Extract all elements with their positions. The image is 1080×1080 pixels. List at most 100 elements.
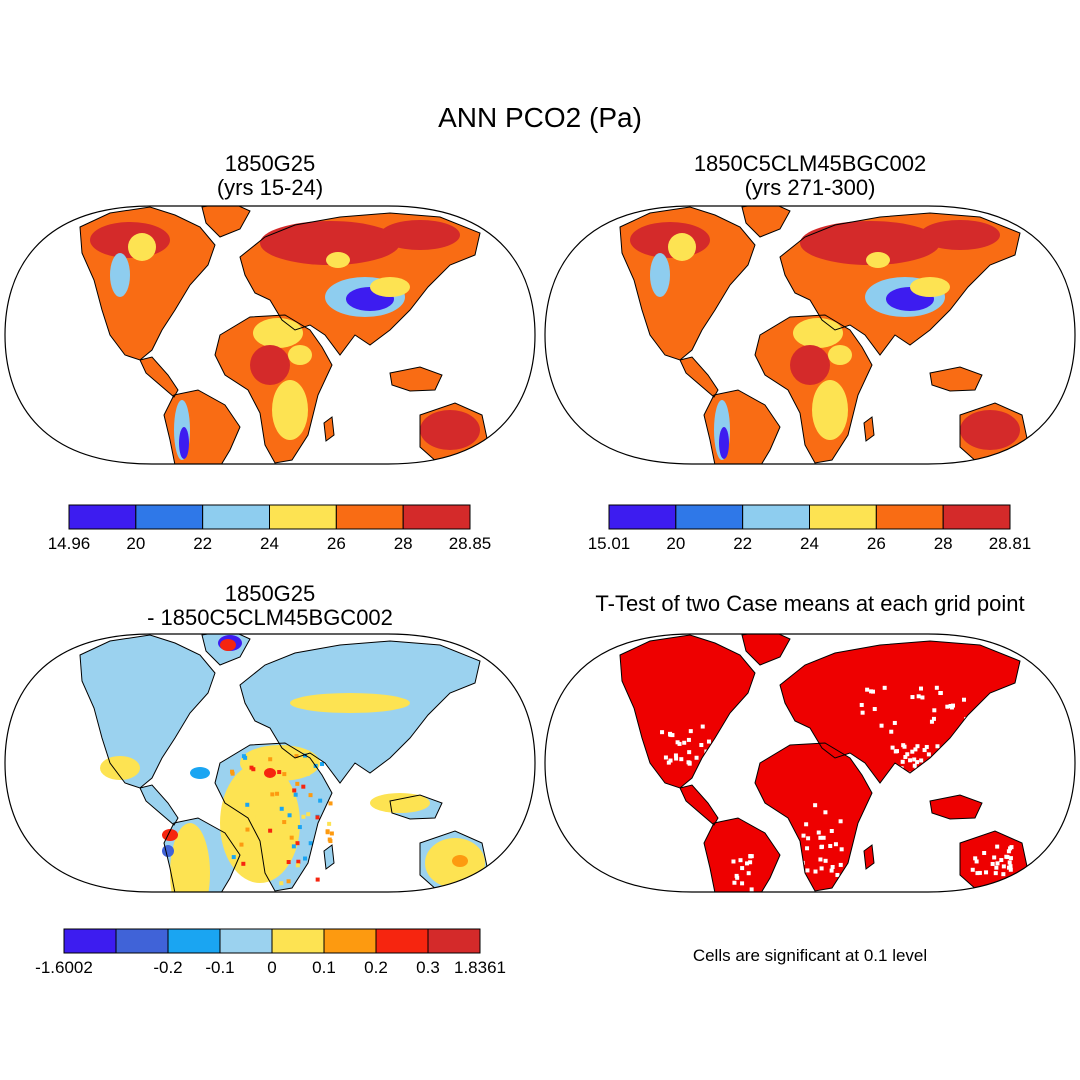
non-significant-cell — [948, 703, 953, 708]
non-significant-cell — [931, 716, 936, 721]
grid-cell — [251, 814, 256, 819]
grid-cell — [445, 972, 449, 976]
value-patch — [260, 221, 400, 265]
colorbar-tick-label: 0.1 — [312, 958, 336, 977]
grid-cell — [287, 972, 291, 976]
colorbar-panel-3: -1.6002 -0.2 -0.1 0 0.1 0.2 0.3 1.8361 — [35, 928, 506, 977]
grid-cell — [261, 972, 265, 976]
value-patch — [288, 345, 312, 365]
grid-cell — [338, 969, 342, 973]
grid-cell — [241, 754, 246, 759]
colorbar-tick-label: 28.81 — [989, 534, 1032, 553]
non-significant-cell — [882, 685, 887, 690]
value-patch — [370, 793, 430, 813]
grid-cell — [443, 977, 447, 981]
non-significant-cell — [801, 833, 806, 838]
grid-cell — [109, 967, 113, 971]
colorbar-box — [219, 928, 273, 954]
grid-cell — [321, 980, 325, 984]
colorbar-box — [809, 504, 877, 530]
grid-cell — [315, 877, 320, 882]
grid-cell — [116, 972, 120, 976]
non-significant-cell — [749, 887, 754, 892]
value-patch — [264, 768, 276, 778]
grid-cell — [304, 964, 308, 968]
non-significant-cell — [673, 753, 678, 758]
non-significant-cell — [746, 871, 751, 876]
grid-cell — [429, 978, 433, 982]
grid-cell — [268, 828, 273, 833]
grid-cell — [282, 820, 287, 825]
grid-cell — [468, 978, 472, 982]
non-significant-cell — [890, 745, 895, 750]
non-significant-cell — [749, 902, 753, 906]
non-significant-cell — [1005, 855, 1010, 860]
colorbar-box — [135, 504, 204, 530]
non-significant-cell — [663, 755, 668, 760]
value-patch — [162, 845, 174, 857]
continents — [575, 634, 1045, 892]
grid-cell — [256, 966, 260, 970]
non-significant-cell — [708, 753, 713, 758]
non-significant-cell — [994, 865, 999, 870]
grid-cell — [388, 971, 392, 975]
grid-cell — [277, 770, 282, 775]
colorbar-tick-label: 24 — [260, 534, 279, 553]
value-patch — [452, 855, 468, 867]
non-significant-cell — [919, 686, 924, 691]
grid-cell — [198, 968, 202, 972]
grid-cell — [296, 859, 301, 864]
non-significant-cell — [748, 860, 753, 865]
non-significant-cell — [860, 710, 865, 715]
non-significant-cell — [731, 859, 736, 864]
grid-cell — [260, 966, 264, 970]
non-significant-cell — [838, 819, 843, 824]
grid-cell — [261, 756, 266, 761]
non-significant-cell — [835, 872, 840, 877]
colorbar-tick-label: 0.3 — [416, 958, 440, 977]
non-significant-cell — [908, 758, 913, 763]
value-patch — [420, 410, 480, 450]
value-patch — [910, 277, 950, 297]
non-significant-cell — [1001, 872, 1006, 877]
grid-cell — [340, 967, 344, 971]
panel-3-title-line1: 1850G25 — [224, 581, 316, 606]
grid-cell — [94, 970, 98, 974]
non-significant-cell — [804, 822, 809, 827]
grid-cell — [327, 821, 332, 826]
value-patch — [326, 252, 350, 268]
grid-cell — [249, 765, 254, 770]
value-patch — [812, 380, 848, 440]
grid-cell — [275, 791, 280, 796]
grid-cell — [171, 978, 175, 982]
non-significant-cell — [675, 740, 680, 745]
non-significant-cell — [903, 755, 908, 760]
panel-1-title-line2: (yrs 15-24) — [216, 175, 324, 200]
non-significant-cell — [741, 902, 745, 906]
non-significant-cell — [687, 750, 692, 755]
non-significant-cell — [700, 724, 705, 729]
grid-cell — [100, 962, 104, 966]
panel-2-title-line1: 1850C5CLM45BGC002 — [693, 151, 927, 176]
grid-cell — [402, 975, 406, 979]
value-patch — [668, 233, 696, 261]
grid-cell — [295, 781, 300, 786]
grid-cell — [320, 762, 325, 767]
grid-cell — [469, 977, 473, 981]
colorbar-box — [335, 504, 404, 530]
grid-cell — [422, 978, 426, 982]
map-panel-4 — [574, 634, 1046, 906]
grid-cell — [239, 842, 244, 847]
grid-cell — [292, 967, 296, 971]
map-frame — [4, 633, 536, 893]
grid-cell — [258, 975, 262, 979]
non-significant-cell — [1001, 864, 1006, 869]
non-significant-cell — [995, 844, 1000, 849]
grid-cell — [287, 813, 292, 818]
value-patch — [128, 233, 156, 261]
grid-cell — [289, 835, 294, 840]
non-significant-cell — [741, 898, 745, 902]
grid-cell — [188, 967, 192, 971]
grid-cell — [197, 975, 201, 979]
grid-cell — [351, 962, 355, 966]
